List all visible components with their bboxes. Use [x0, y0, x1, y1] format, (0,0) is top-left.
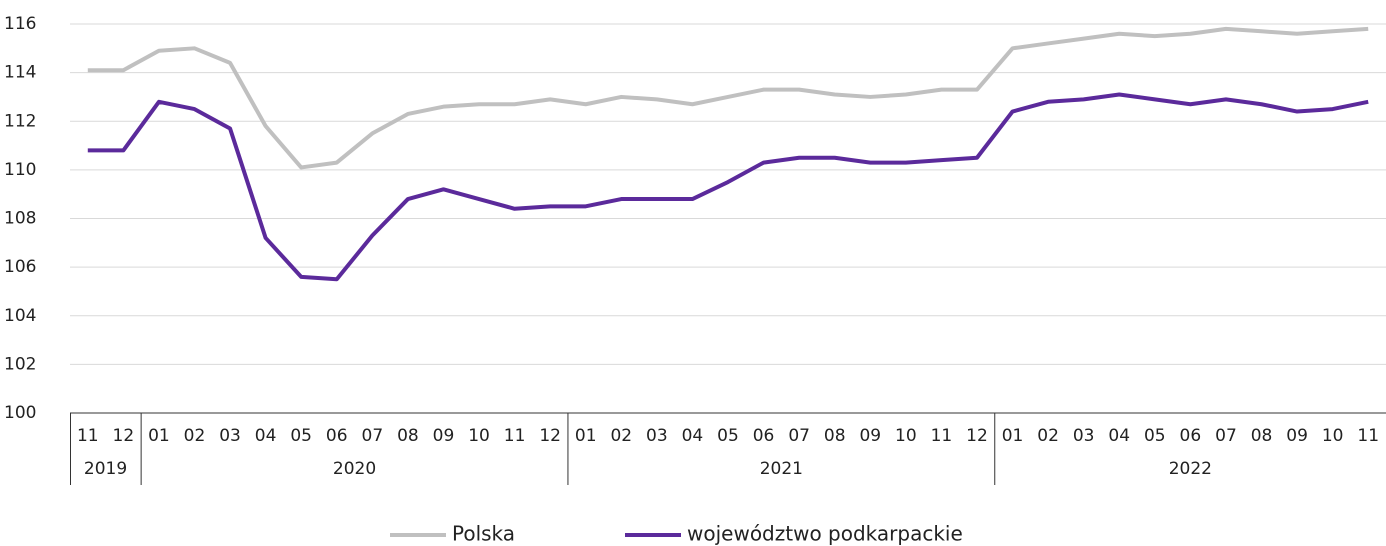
x-tick-label: 09	[433, 426, 455, 446]
x-tick-label: 01	[1002, 426, 1024, 446]
x-tick-label: 07	[362, 426, 384, 446]
x-tick-label: 10	[895, 426, 917, 446]
x-tick-label: 10	[468, 426, 490, 446]
legend-label: Polska	[452, 522, 515, 546]
x-tick-label: 06	[753, 426, 775, 446]
y-tick-label: 110	[4, 160, 36, 180]
year-label: 2021	[760, 459, 803, 479]
x-tick-label: 04	[255, 426, 277, 446]
y-tick-label: 112	[4, 111, 36, 131]
y-tick-label: 106	[4, 257, 36, 277]
x-tick-label: 08	[824, 426, 846, 446]
y-tick-label: 114	[4, 63, 36, 83]
y-tick-label: 100	[4, 403, 36, 423]
series-line	[87, 92, 1369, 282]
y-tick-label: 104	[4, 306, 36, 326]
legend-label: województwo podkarpackie	[687, 522, 963, 546]
x-tick-label: 02	[1037, 426, 1059, 446]
x-tick-label: 05	[1144, 426, 1166, 446]
x-tick-label: 05	[717, 426, 739, 446]
x-tick-label: 11	[504, 426, 526, 446]
year-label: 2019	[84, 459, 127, 479]
x-tick-label: 06	[326, 426, 348, 446]
y-tick-label: 116	[4, 14, 36, 34]
x-tick-label: 11	[1357, 426, 1379, 446]
x-tick-label: 03	[646, 426, 668, 446]
x-tick-label: 10	[1322, 426, 1344, 446]
x-tick-label: 04	[682, 426, 704, 446]
x-tick-label: 07	[788, 426, 810, 446]
x-tick-label: 08	[1251, 426, 1273, 446]
x-tick-label: 02	[610, 426, 632, 446]
x-tick-label: 12	[539, 426, 561, 446]
x-tick-label: 02	[184, 426, 206, 446]
x-tick-label: 03	[1073, 426, 1095, 446]
x-tick-label: 11	[77, 426, 99, 446]
x-tick-label: 08	[397, 426, 419, 446]
year-label: 2020	[333, 459, 376, 479]
x-tick-label: 03	[219, 426, 241, 446]
y-tick-label: 102	[4, 354, 36, 374]
x-tick-label: 05	[290, 426, 312, 446]
x-tick-label: 06	[1180, 426, 1202, 446]
x-tick-label: 07	[1215, 426, 1237, 446]
x-tick-label: 04	[1108, 426, 1130, 446]
y-tick-label: 108	[4, 209, 36, 229]
year-label: 2022	[1169, 459, 1212, 479]
series-line	[87, 26, 1369, 170]
x-tick-label: 09	[859, 426, 881, 446]
x-tick-label: 01	[148, 426, 170, 446]
x-tick-label: 09	[1286, 426, 1308, 446]
x-tick-label: 11	[931, 426, 953, 446]
x-tick-label: 12	[966, 426, 988, 446]
x-tick-label: 12	[113, 426, 135, 446]
x-tick-label: 01	[575, 426, 597, 446]
